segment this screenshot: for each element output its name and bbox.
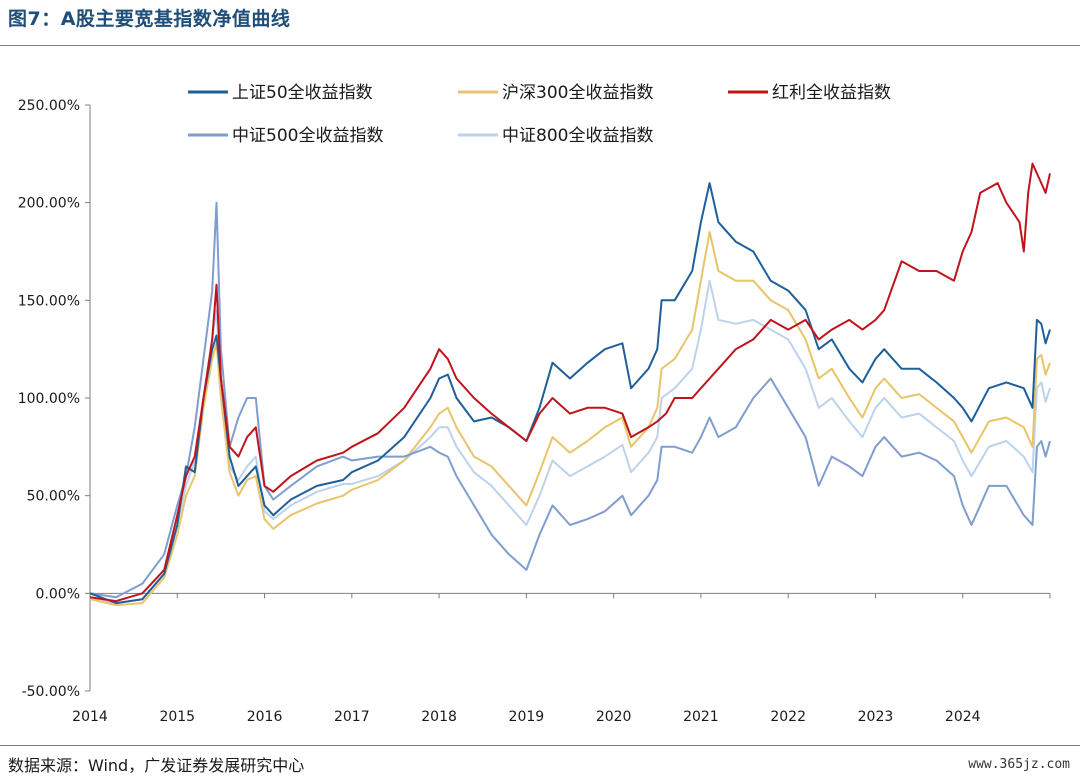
- legend-label: 中证800全收益指数: [502, 126, 653, 146]
- x-tick-label: 2018: [421, 709, 457, 725]
- x-tick-label: 2021: [683, 709, 719, 725]
- series-line-3: [89, 201, 1051, 599]
- x-tick-label: 2017: [334, 709, 370, 725]
- x-tick-label: 2023: [858, 709, 894, 725]
- bottom-divider: [0, 745, 1080, 746]
- chart-axes: 250.00% 200.00% 150.00% 100.00% 50.00% 0.00% -…: [18, 98, 1051, 725]
- chart-series-lines: [89, 162, 1051, 607]
- watermark: www.365jz.com: [968, 757, 1070, 772]
- x-tick-label: 2015: [159, 709, 195, 725]
- page-title: 图7：A股主要宽基指数净值曲线: [8, 8, 291, 30]
- legend-label: 上证50全收益指数: [232, 83, 373, 103]
- y-tick-label: 0.00%: [36, 586, 80, 602]
- top-divider: [0, 45, 1080, 46]
- x-tick-label: 2014: [72, 709, 108, 725]
- series-line-1: [89, 231, 1051, 607]
- series-line-0: [89, 182, 1051, 605]
- y-tick-label: 200.00%: [18, 196, 80, 212]
- y-tick-label: 100.00%: [18, 391, 80, 407]
- x-tick-label: 2020: [596, 709, 632, 725]
- series-line-4: [89, 279, 1051, 605]
- x-tick-label: 2022: [770, 709, 806, 725]
- y-tick-label: 250.00%: [18, 98, 80, 114]
- legend-label: 沪深300全收益指数: [502, 83, 653, 103]
- y-tick-label: -50.00%: [22, 684, 80, 700]
- x-tick-label: 2019: [509, 709, 545, 725]
- y-tick-label: 50.00%: [27, 489, 80, 505]
- legend-label: 中证500全收益指数: [232, 126, 383, 146]
- x-tick-label: 2016: [247, 709, 283, 725]
- x-tick-label: 2024: [945, 709, 981, 725]
- series-line-2: [89, 162, 1051, 603]
- y-tick-label: 150.00%: [18, 293, 80, 309]
- legend-label: 红利全收益指数: [772, 83, 891, 103]
- source-note: 数据来源：Wind，广发证券发展研究中心: [8, 756, 305, 775]
- line-chart: 250.00% 200.00% 150.00% 100.00% 50.00% 0.00% -…: [18, 83, 1051, 725]
